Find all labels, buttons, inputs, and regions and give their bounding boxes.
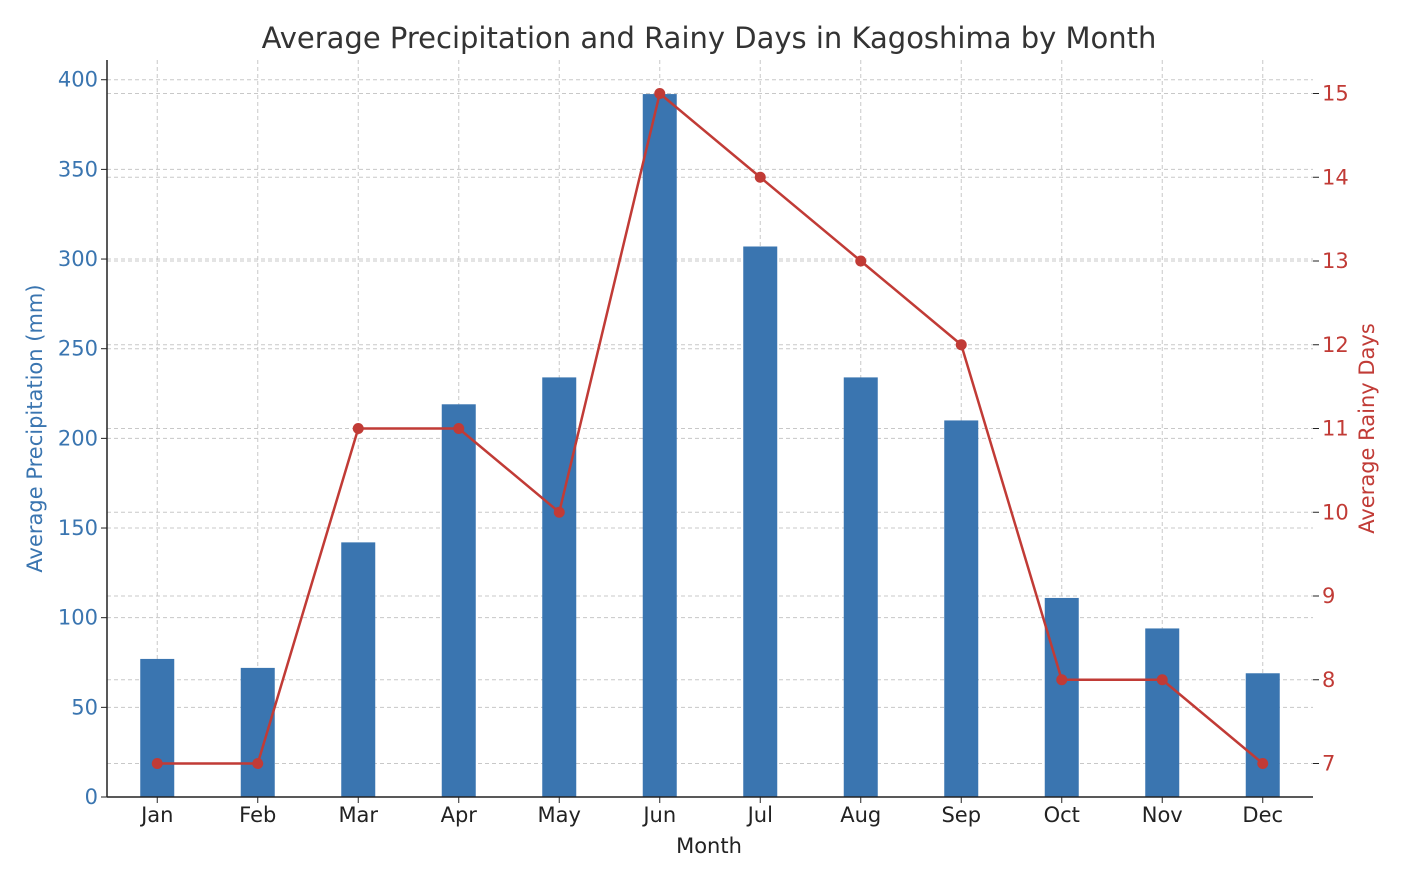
y-left-tick-label: 150	[58, 516, 98, 540]
y-right-tick-label: 15	[1322, 82, 1349, 106]
bar-sep	[944, 420, 979, 797]
x-tick-label: Sep	[941, 803, 981, 827]
y-left-tick-label: 100	[58, 606, 98, 630]
rainy-days-point-dec	[1257, 758, 1269, 769]
rainy-days-point-nov	[1156, 674, 1168, 686]
bar-oct	[1044, 597, 1079, 797]
x-tick-label: May	[538, 803, 581, 827]
bar-mar	[341, 542, 376, 797]
y-right-tick-labels: 7 8 9 10 11 12 13 14 15	[1313, 82, 1349, 776]
rainy-days-line	[157, 92, 1264, 765]
x-tick-label: Jul	[746, 803, 773, 827]
rainy-days-point-aug	[855, 255, 867, 267]
y-left-tick-label: 300	[58, 247, 98, 271]
bar-series	[140, 94, 1280, 798]
x-tick-labels: Jan Feb Mar Apr May Jun Jul Aug Sep Oct Nov Dec	[139, 797, 1283, 827]
rainy-days-point-may	[553, 506, 565, 518]
x-tick-label: Dec	[1242, 803, 1283, 827]
x-tick-label: Jun	[641, 803, 676, 827]
bar-jan	[140, 658, 175, 797]
y-right-tick-label: 9	[1322, 584, 1335, 608]
bar-aug	[843, 377, 878, 797]
bar-may	[542, 377, 577, 797]
bar-nov	[1145, 628, 1180, 797]
axes	[106, 60, 1313, 798]
rainy-days-point-sep	[955, 339, 967, 351]
x-tick-label: Oct	[1044, 803, 1080, 827]
y-right-tick-label: 10	[1322, 500, 1349, 524]
x-tick-label: Feb	[239, 803, 276, 827]
bar-apr	[441, 404, 476, 797]
x-tick-label: Nov	[1142, 803, 1183, 827]
rainy-days-point-oct	[1056, 674, 1068, 686]
line-series	[151, 88, 1269, 769]
y-right-tick-label: 14	[1322, 165, 1349, 189]
y-left-tick-label: 0	[85, 785, 98, 809]
y-right-tick-label: 11	[1322, 417, 1349, 441]
y-right-tick-label: 8	[1322, 668, 1335, 692]
bar-dec	[1245, 673, 1280, 797]
rainy-days-point-feb	[252, 758, 264, 769]
x-tick-label: Apr	[441, 803, 478, 827]
bar-jul	[743, 246, 778, 798]
chart-title: Average Precipitation and Rainy Days in …	[262, 21, 1157, 55]
rainy-days-point-jul	[754, 171, 766, 183]
bar-jun	[642, 94, 677, 797]
rainy-days-point-jan	[151, 758, 163, 769]
y-left-axis-label: Average Precipitation (mm)	[23, 284, 47, 572]
x-tick-label: Jan	[139, 803, 173, 827]
y-left-tick-label: 200	[58, 426, 98, 450]
x-tick-label: Mar	[338, 803, 378, 827]
y-left-tick-label: 400	[58, 68, 98, 92]
rainy-days-point-jun	[654, 88, 666, 99]
x-axis-label: Month	[676, 834, 742, 858]
bar-feb	[240, 667, 275, 797]
y-right-tick-label: 13	[1322, 249, 1349, 273]
y-left-tick-label: 350	[58, 157, 98, 181]
rainy-days-point-apr	[453, 423, 465, 434]
y-left-tick-label: 50	[71, 695, 98, 719]
y-right-tick-label: 7	[1322, 752, 1335, 776]
y-left-tick-labels: 0 50 100 150 200 250 300 350 400	[58, 68, 107, 809]
y-right-axis-label: Average Rainy Days	[1355, 323, 1379, 534]
x-tick-label: Aug	[840, 803, 881, 827]
y-left-tick-label: 250	[58, 337, 98, 361]
rainy-days-point-mar	[352, 423, 364, 434]
y-right-tick-label: 12	[1322, 333, 1349, 357]
grid	[107, 60, 1313, 798]
